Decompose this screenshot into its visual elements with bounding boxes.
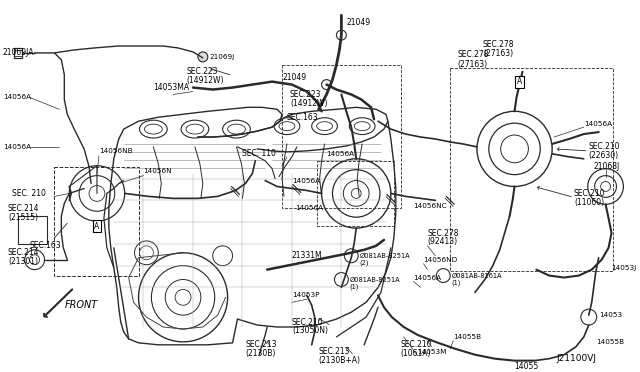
Text: (1): (1) <box>451 279 461 286</box>
Text: (2130B+A): (2130B+A) <box>319 356 360 365</box>
Text: (1): (1) <box>349 283 358 290</box>
Text: 14055B: 14055B <box>453 334 481 340</box>
Text: 14056A: 14056A <box>292 177 320 183</box>
Text: SEC.163: SEC.163 <box>29 241 61 250</box>
Bar <box>450 68 614 270</box>
Text: 14053J: 14053J <box>612 264 637 271</box>
Text: 21049: 21049 <box>346 18 371 27</box>
Text: 14056N: 14056N <box>143 168 172 174</box>
Text: (27163): (27163) <box>483 49 513 58</box>
Text: 14055B: 14055B <box>596 339 624 345</box>
Text: Ø081AB-8161A: Ø081AB-8161A <box>451 273 502 279</box>
Text: (27163): (27163) <box>457 60 487 69</box>
Circle shape <box>337 30 346 40</box>
Text: (2): (2) <box>359 259 369 266</box>
Text: (14912W): (14912W) <box>186 76 223 85</box>
Text: SEC.214: SEC.214 <box>8 204 40 213</box>
Text: SEC. 110: SEC. 110 <box>243 149 276 158</box>
Text: A: A <box>94 222 100 231</box>
Text: SEC.223: SEC.223 <box>186 67 218 76</box>
Circle shape <box>198 52 208 62</box>
Text: (21515): (21515) <box>8 213 38 222</box>
Text: 14056A: 14056A <box>584 121 612 127</box>
Text: 14053P: 14053P <box>292 292 319 298</box>
Bar <box>282 65 401 208</box>
Text: 14056ND: 14056ND <box>424 257 458 263</box>
Text: A: A <box>517 77 522 86</box>
Circle shape <box>321 80 332 90</box>
Text: SEC.210: SEC.210 <box>292 318 323 327</box>
Bar <box>54 167 138 276</box>
Text: 21049: 21049 <box>282 73 306 82</box>
Text: 14053MA: 14053MA <box>154 83 189 92</box>
Text: (14912W): (14912W) <box>290 99 328 108</box>
Bar <box>317 161 394 226</box>
Text: 14053M: 14053M <box>417 349 447 355</box>
Bar <box>18 216 47 244</box>
Text: SEC.278: SEC.278 <box>457 50 489 60</box>
Text: SEC.223: SEC.223 <box>290 90 321 99</box>
Text: SEC.278: SEC.278 <box>428 228 459 237</box>
Text: SEC.210: SEC.210 <box>401 340 432 349</box>
Text: SEC.214: SEC.214 <box>8 248 40 257</box>
Text: SEC.213: SEC.213 <box>245 340 277 349</box>
Text: SEC.210: SEC.210 <box>589 142 620 151</box>
Text: (1061A): (1061A) <box>401 349 431 358</box>
Text: (11060): (11060) <box>574 198 604 207</box>
Text: (13050N): (13050N) <box>292 327 328 336</box>
Text: 21069J: 21069J <box>210 54 235 60</box>
Text: 21331M: 21331M <box>292 251 323 260</box>
Text: 14056A: 14056A <box>413 275 442 280</box>
Text: FRONT: FRONT <box>64 300 97 310</box>
Text: 14056NC: 14056NC <box>413 203 447 209</box>
Text: SEC.163: SEC.163 <box>287 113 319 122</box>
Text: 14056A: 14056A <box>3 144 31 150</box>
Text: 14056A: 14056A <box>3 94 31 100</box>
Text: 14056A: 14056A <box>295 205 323 211</box>
Text: (2130B): (2130B) <box>245 349 276 358</box>
Text: 14056NB: 14056NB <box>99 148 132 154</box>
Text: Ø081AB-8251A: Ø081AB-8251A <box>349 276 400 282</box>
Text: SEC.210: SEC.210 <box>574 189 605 198</box>
Text: J21100VJ: J21100VJ <box>556 354 596 363</box>
Text: Ø081AB-8251A: Ø081AB-8251A <box>359 253 410 259</box>
Text: (21301): (21301) <box>8 257 38 266</box>
Text: 21068J: 21068J <box>594 162 620 171</box>
Text: 14053: 14053 <box>598 312 622 318</box>
Text: 21069JA: 21069JA <box>3 48 35 57</box>
Text: 14056A: 14056A <box>326 151 355 157</box>
Text: SEC.278: SEC.278 <box>483 41 515 49</box>
Text: 14055: 14055 <box>515 362 539 371</box>
Text: SEC.213: SEC.213 <box>319 347 350 356</box>
Text: (22630): (22630) <box>589 151 619 160</box>
Text: (92413): (92413) <box>428 237 458 246</box>
Text: SEC. 210: SEC. 210 <box>12 189 45 198</box>
